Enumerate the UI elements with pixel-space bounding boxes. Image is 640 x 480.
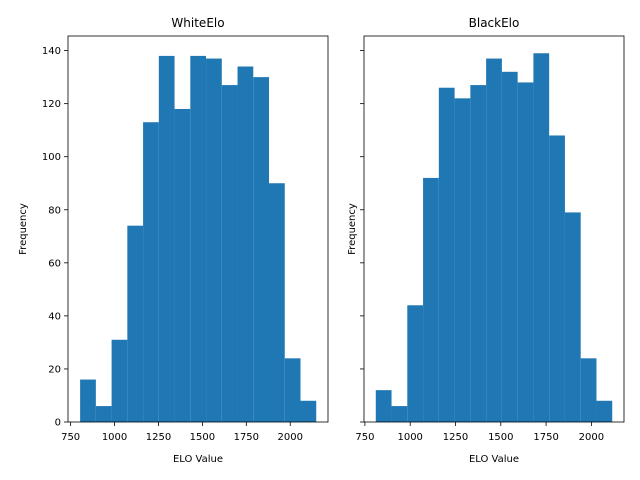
- histogram-bar: [269, 183, 285, 422]
- x-tick-label: 1750: [234, 432, 259, 443]
- histogram-bar: [596, 400, 613, 422]
- y-tick-label: 60: [48, 258, 61, 269]
- y-tick-label: 40: [48, 311, 61, 322]
- histogram-bar: [564, 212, 581, 422]
- histogram-bar: [501, 71, 518, 422]
- axes-frame: [67, 35, 329, 423]
- histogram-bar: [174, 108, 191, 423]
- x-tick-label: 2000: [278, 432, 303, 443]
- x-tick-label: 1500: [190, 432, 215, 443]
- x-tick-label: 750: [61, 432, 80, 443]
- x-tick-label: 1000: [397, 432, 422, 443]
- axes-frame: [363, 35, 625, 423]
- x-tick-label: 1250: [443, 432, 468, 443]
- histogram-bar: [438, 87, 455, 422]
- histogram-bar: [127, 225, 144, 422]
- x-tick-label: 1750: [533, 432, 558, 443]
- y-tick-label: 80: [48, 205, 61, 216]
- histogram-bar: [375, 390, 392, 422]
- x-tick-label: 1250: [146, 432, 171, 443]
- histogram-bar: [95, 406, 112, 422]
- histogram-bar: [533, 53, 550, 423]
- histogram-bar: [300, 400, 317, 422]
- histogram-bar: [407, 305, 424, 422]
- histogram-bar: [206, 58, 222, 423]
- histogram-bar: [423, 177, 439, 422]
- x-tick-label: 750: [355, 432, 374, 443]
- histogram-bar: [111, 339, 128, 422]
- x-axis-label: ELO Value: [469, 454, 519, 465]
- chart-title: BlackElo: [469, 16, 520, 30]
- histogram-bar: [80, 379, 96, 422]
- x-axis-label: ELO Value: [173, 454, 223, 465]
- histogram-bar: [486, 58, 502, 423]
- histogram-bar: [517, 82, 534, 423]
- histogram-bar: [253, 77, 270, 423]
- y-tick-label: 120: [42, 99, 61, 110]
- histogram-bar: [391, 406, 408, 422]
- histogram-bar: [580, 358, 597, 422]
- histogram-bar: [237, 66, 254, 422]
- histogram-bar: [454, 98, 471, 422]
- subplot-2: 750 1000 1250 1500 1750 2000 BlackElo ELO Value…: [347, 16, 625, 465]
- histogram-bar: [221, 85, 238, 422]
- histogram-bar: [470, 85, 487, 422]
- histogram-bar: [284, 358, 301, 422]
- x-tick-label: 2000: [579, 432, 604, 443]
- histogram-bar: [143, 122, 159, 422]
- histogram-bar: [158, 55, 175, 423]
- subplot-1: 750 1000 1250 1500 1750 2000 0 20 40 60 80 100 120 14…: [18, 16, 329, 465]
- histogram-bar: [190, 55, 207, 423]
- histogram-bar: [549, 135, 565, 423]
- x-tick-label: 1000: [102, 432, 127, 443]
- y-tick-label: 20: [48, 364, 61, 375]
- y-tick-label: 0: [55, 418, 61, 429]
- y-axis-label: Frequency: [18, 203, 29, 255]
- y-axis-label: Frequency: [347, 203, 358, 255]
- chart-title: WhiteElo: [171, 16, 224, 30]
- y-tick-label: 100: [42, 152, 61, 163]
- y-tick-label: 140: [42, 46, 61, 57]
- x-tick-label: 1500: [488, 432, 513, 443]
